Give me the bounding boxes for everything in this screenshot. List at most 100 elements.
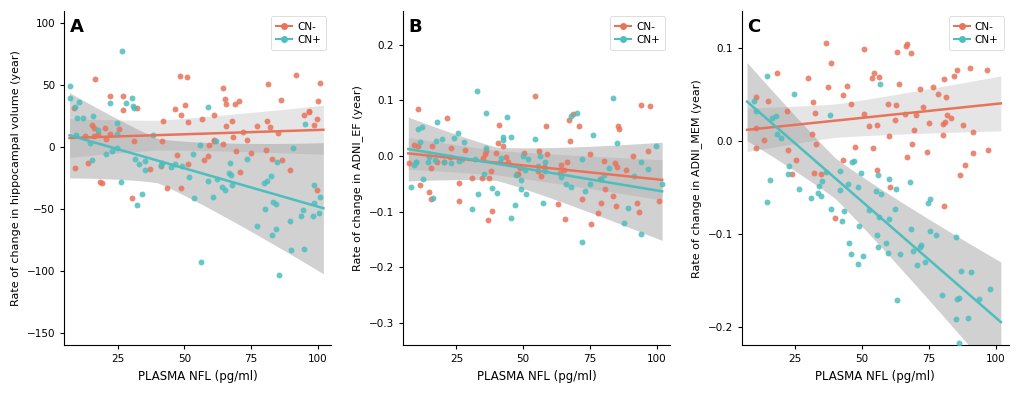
Point (910, 86, 926, 93)
Point (841, 240, 857, 246)
Point (499, 159, 516, 165)
Point (534, 200, 550, 206)
Point (891, 251, 907, 257)
Point (497, 154, 514, 161)
Text: A: A (69, 18, 84, 36)
Point (310, 210, 326, 216)
Point (216, 96, 232, 102)
Point (888, 296, 904, 303)
Point (590, 210, 606, 216)
Point (748, 125, 764, 131)
Point (903, 141, 919, 147)
Point (839, 181, 855, 188)
Point (991, 350, 1008, 356)
Legend: CN-, CN+: CN-, CN+ (271, 16, 326, 50)
Point (863, 75, 879, 81)
Point (442, 145, 459, 151)
Point (502, 215, 519, 221)
Point (877, 240, 894, 247)
Point (964, 150, 980, 156)
Point (871, 190, 888, 197)
Point (574, 156, 590, 162)
Point (450, 198, 467, 204)
Point (173, 162, 190, 169)
Point (201, 141, 217, 148)
Point (595, 158, 611, 164)
Point (937, 112, 954, 119)
Point (964, 129, 980, 135)
Point (555, 167, 572, 173)
Point (200, 153, 216, 160)
Point (639, 148, 655, 154)
Point (625, 173, 641, 180)
Point (535, 164, 551, 170)
Point (86, 113, 102, 119)
Point (771, 135, 788, 141)
Point (912, 242, 928, 249)
Point (74, 115, 91, 121)
Point (836, 208, 852, 214)
Point (137, 167, 153, 173)
Point (914, 104, 930, 110)
Point (582, 180, 598, 187)
Point (477, 148, 493, 154)
Point (784, 171, 800, 177)
Point (84, 122, 100, 128)
Point (970, 296, 986, 302)
Point (869, 171, 886, 178)
Point (805, 170, 821, 176)
Point (961, 65, 977, 71)
Text: C: C (746, 18, 759, 36)
Point (301, 108, 317, 115)
Point (221, 160, 237, 166)
Point (215, 85, 231, 91)
Point (172, 73, 189, 80)
Point (102, 99, 118, 106)
Point (959, 315, 975, 322)
Point (604, 95, 621, 102)
Point (842, 101, 858, 107)
Point (457, 147, 473, 153)
Point (423, 165, 439, 171)
Point (117, 100, 133, 106)
Point (527, 136, 543, 142)
Point (464, 175, 480, 181)
Point (908, 262, 924, 269)
Point (596, 186, 612, 192)
Point (951, 340, 967, 346)
Point (259, 178, 275, 184)
Point (786, 91, 802, 97)
Point (169, 152, 185, 158)
Point (574, 196, 590, 203)
Point (218, 101, 234, 107)
Point (62, 83, 78, 89)
Point (194, 116, 210, 122)
Point (933, 121, 950, 127)
Point (438, 115, 454, 121)
Point (86, 125, 102, 132)
Point (552, 162, 569, 168)
Point (653, 181, 669, 187)
X-axis label: PLASMA NFL (pg/ml): PLASMA NFL (pg/ml) (476, 370, 596, 383)
Point (832, 168, 848, 174)
Point (133, 191, 150, 197)
Point (410, 143, 426, 149)
Point (463, 206, 479, 212)
Point (153, 162, 169, 169)
Point (890, 81, 906, 87)
Point (262, 123, 278, 130)
Point (849, 183, 865, 190)
Point (855, 46, 871, 52)
Point (66, 104, 83, 111)
Point (425, 195, 441, 202)
Point (948, 234, 964, 240)
Point (474, 175, 490, 181)
Point (109, 131, 125, 137)
Point (90, 127, 106, 133)
Point (918, 149, 934, 155)
Point (306, 182, 322, 189)
Point (556, 216, 573, 222)
Point (166, 106, 182, 112)
Point (449, 130, 466, 136)
Point (238, 155, 255, 162)
